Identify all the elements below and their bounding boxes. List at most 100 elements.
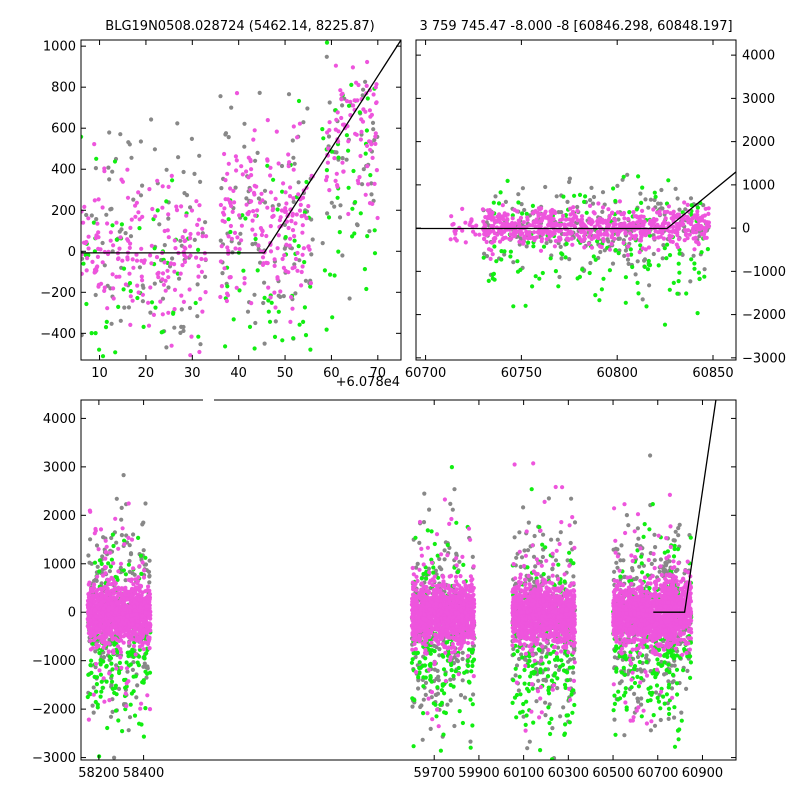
data-point-magenta [94,233,99,238]
data-point-green [131,689,136,694]
data-point-magenta [617,199,623,204]
data-point-magenta [642,219,647,224]
data-point-green [491,200,496,205]
data-point-magenta [293,256,299,262]
data-point-green [124,660,129,665]
data-point-green [420,783,424,787]
data-point-green [651,713,656,718]
data-point-green [520,655,525,660]
y-tick-label: −2000 [742,308,786,323]
data-point-magenta [225,245,230,250]
data-point-magenta [326,146,331,151]
data-point-green [526,689,531,694]
data-point-gray [588,260,593,266]
data-point-green [496,201,502,206]
data-point-magenta [268,190,274,195]
data-point-magenta [226,161,231,166]
data-point-magenta [102,288,107,293]
data-point-green [666,178,671,183]
data-point-green [611,708,616,713]
data-point-magenta [225,171,230,176]
data-point-magenta [638,238,644,243]
data-point-gray [291,155,296,160]
data-point-gray [514,663,520,668]
data-point-green [94,156,99,161]
data-point-green [266,309,271,314]
data-point-magenta [557,223,562,228]
data-point-magenta [369,142,374,147]
data-point-magenta [499,228,504,233]
y-tick-label: −200 [40,286,76,301]
data-point-green [667,253,673,258]
data-point-green [613,248,618,253]
data-point-green [527,658,532,664]
data-point-magenta [92,198,97,203]
data-point-magenta [352,98,357,103]
data-point-gray [676,526,681,531]
data-point-gray [436,674,441,679]
data-point-green [423,656,428,661]
data-point-gray [648,453,653,458]
data-point-green [114,237,119,242]
data-point-magenta [95,221,100,226]
data-point-magenta [203,257,208,262]
data-point-green [656,263,661,268]
data-point-green [630,264,635,270]
data-point-green [451,684,456,689]
data-point-green [567,665,572,670]
data-point-gray [428,726,433,732]
data-point-gray [261,300,266,306]
data-point-gray [262,341,267,346]
data-point-green [303,333,309,338]
data-point-magenta [579,230,584,235]
data-point-magenta [290,266,295,271]
data-point-green [481,255,486,260]
data-point-green [153,305,158,310]
data-point-magenta [360,119,366,124]
data-point-magenta [244,202,249,207]
data-point-magenta [229,203,234,208]
data-point-gray [610,261,616,266]
data-point-magenta [196,274,201,279]
data-point-green [350,234,355,239]
data-point-green [543,667,548,672]
data-point-magenta [535,230,540,235]
data-point-magenta [286,225,291,231]
data-point-green [511,652,516,657]
data-point-green [645,698,651,704]
data-point-magenta [281,181,286,186]
data-point-gray [296,367,300,371]
data-point-gray [114,540,119,545]
data-point-magenta [683,232,689,237]
data-point-green [421,684,426,689]
data-point-magenta [149,243,154,248]
data-point-magenta [95,254,100,259]
data-point-magenta [203,290,208,295]
data-point-magenta [332,156,337,161]
data-point-green [304,179,309,185]
data-point-magenta [582,234,587,239]
data-point-magenta [265,118,270,123]
data-point-gray [442,548,447,553]
data-point-green [443,710,448,716]
data-point-magenta [224,298,229,304]
data-point-gray [460,656,465,662]
data-point-magenta [300,230,305,235]
data-point-magenta [147,187,152,192]
data-point-magenta [288,185,293,190]
data-point-magenta [505,217,510,222]
data-point-green [143,555,148,560]
data-point-green [253,236,258,242]
data-point-magenta [300,223,305,228]
data-point-magenta [222,266,227,271]
data-point-gray [524,244,529,249]
data-point-green [568,558,573,563]
data-point-gray [360,93,365,98]
data-point-gray [119,517,124,522]
data-point-green [109,557,114,562]
full-panel-points [85,400,717,787]
data-point-green [647,233,653,238]
data-point-green [113,685,118,691]
data-point-green [135,295,140,301]
data-point-green [335,195,340,200]
